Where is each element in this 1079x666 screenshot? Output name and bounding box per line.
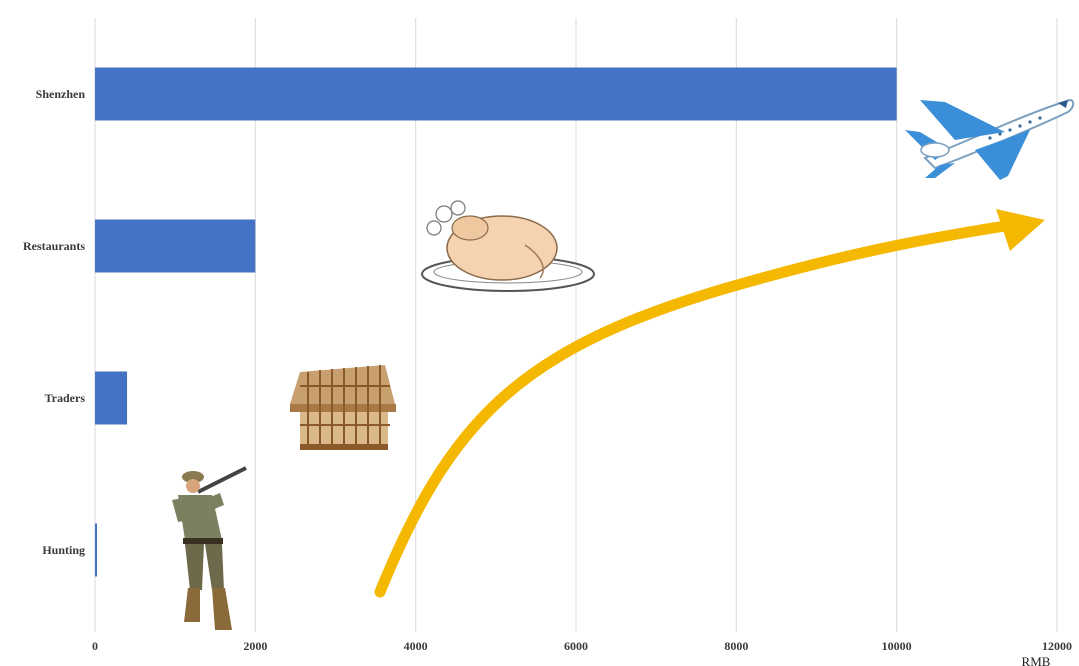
x-tick-6000: 6000 <box>564 639 588 653</box>
x-tick-10000: 10000 <box>882 639 912 653</box>
cage-icon <box>290 365 396 450</box>
category-label-hunting: Hunting <box>42 543 85 557</box>
x-tick-0: 0 <box>92 639 98 653</box>
bar-restaurants <box>95 219 256 273</box>
x-tick-4000: 4000 <box>404 639 428 653</box>
x-tick-8000: 8000 <box>724 639 748 653</box>
x-tick-2000: 2000 <box>243 639 267 653</box>
category-label-traders: Traders <box>45 391 86 405</box>
x-tick-labels: 0 2000 4000 6000 8000 10000 12000 <box>92 639 1072 653</box>
airplane-icon <box>905 98 1075 180</box>
hunter-icon <box>172 466 247 630</box>
x-tick-12000: 12000 <box>1042 639 1072 653</box>
category-labels: Shenzhen Restaurants Traders Hunting <box>23 87 85 557</box>
bars <box>95 67 897 577</box>
bar-shenzhen <box>95 67 897 121</box>
growth-arrow <box>374 209 1045 598</box>
bar-hunting <box>95 523 97 577</box>
category-label-restaurants: Restaurants <box>23 239 85 253</box>
category-label-shenzhen: Shenzhen <box>36 87 86 101</box>
bar-traders <box>95 371 128 425</box>
x-unit-label: RMB <box>1022 654 1051 666</box>
roast-chicken-icon <box>421 200 595 292</box>
